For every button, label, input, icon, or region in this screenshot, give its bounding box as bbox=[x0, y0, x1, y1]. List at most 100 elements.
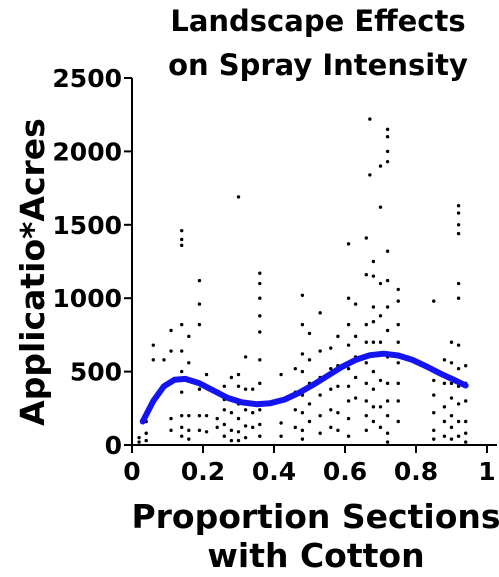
scatter-point bbox=[371, 305, 376, 309]
scatter-point bbox=[180, 413, 184, 418]
scatter-point bbox=[432, 393, 436, 397]
scatter-point bbox=[346, 434, 351, 438]
scatter-point bbox=[371, 340, 376, 344]
scatter-point bbox=[318, 311, 322, 315]
scatter-point bbox=[353, 302, 358, 306]
scatter-point bbox=[236, 430, 241, 434]
scatter-point bbox=[293, 408, 297, 412]
scatter-point bbox=[371, 419, 376, 424]
scatter-point bbox=[197, 387, 202, 391]
scatter-point bbox=[371, 387, 376, 391]
y-tick-label: 1000 bbox=[52, 284, 122, 313]
scatter-point bbox=[329, 366, 333, 371]
scatter-point bbox=[378, 164, 383, 168]
scatter-point bbox=[180, 237, 184, 242]
scatter-point bbox=[222, 434, 226, 438]
scatter-point bbox=[307, 419, 312, 424]
scatter-point bbox=[432, 428, 436, 433]
scatter-point bbox=[396, 419, 400, 424]
scatter-point bbox=[180, 243, 184, 248]
scatter-point bbox=[144, 438, 148, 443]
x-tick-label: 0 bbox=[123, 457, 140, 486]
scatter-point bbox=[243, 355, 248, 359]
scatter-point bbox=[456, 343, 461, 347]
scatter-point bbox=[279, 372, 283, 377]
scatter-point bbox=[318, 349, 322, 353]
scatter-point bbox=[243, 424, 248, 428]
scatter-point bbox=[456, 231, 461, 236]
scatter-point bbox=[229, 428, 234, 433]
scatter-point bbox=[258, 281, 262, 286]
scatter-point bbox=[464, 399, 468, 403]
scatter-point bbox=[236, 384, 241, 388]
scatter-point bbox=[329, 408, 333, 412]
scatter-point bbox=[151, 358, 155, 362]
scatter-point bbox=[456, 204, 461, 208]
scatter-point bbox=[169, 428, 173, 433]
scatter-point bbox=[442, 434, 447, 438]
scatter-point bbox=[449, 437, 454, 441]
scatter-point bbox=[346, 416, 351, 421]
scatter-point bbox=[346, 343, 351, 347]
scatter-point bbox=[180, 434, 184, 438]
scatter-point bbox=[300, 428, 305, 433]
scatter-point bbox=[449, 340, 454, 344]
scatter-point bbox=[151, 343, 155, 347]
scatter-point bbox=[251, 411, 255, 415]
scatter-point bbox=[385, 127, 390, 132]
scatter-point bbox=[396, 340, 400, 344]
scatter-point bbox=[364, 322, 368, 327]
scatter-point bbox=[456, 419, 461, 424]
scatter-point bbox=[187, 428, 191, 433]
scatter-point bbox=[378, 281, 383, 286]
scatter-point bbox=[464, 431, 468, 435]
scatter-point bbox=[396, 381, 400, 386]
scatter-point bbox=[336, 411, 340, 415]
scatter-point bbox=[385, 399, 390, 403]
scatter-point bbox=[187, 437, 191, 441]
scatter-point bbox=[300, 369, 305, 374]
scatter-point bbox=[385, 149, 390, 154]
scatter-point bbox=[364, 399, 368, 403]
scatter-point bbox=[293, 425, 297, 430]
scatter-point bbox=[378, 340, 383, 344]
scatter-point bbox=[243, 387, 248, 391]
scatter-point bbox=[144, 431, 148, 435]
scatter-point bbox=[385, 381, 390, 386]
scatter-point bbox=[318, 393, 322, 397]
scatter-point bbox=[364, 381, 368, 386]
scatter-point bbox=[197, 428, 202, 433]
x-axis-label: with Cotton bbox=[207, 536, 424, 575]
scatter-point bbox=[258, 358, 262, 362]
scatter-point bbox=[346, 366, 351, 371]
scatter-point bbox=[385, 440, 390, 444]
scatter-point bbox=[180, 369, 184, 374]
scatter-point bbox=[293, 366, 297, 371]
x-tick-label: 0.6 bbox=[323, 457, 367, 486]
scatter-point bbox=[258, 422, 262, 427]
scatter-point bbox=[364, 340, 368, 344]
scatter-point bbox=[204, 430, 209, 434]
scatter-point bbox=[353, 334, 358, 339]
scatter-point bbox=[307, 402, 312, 406]
scatter-point bbox=[456, 296, 461, 300]
scatter-point bbox=[371, 259, 376, 264]
scatter-point bbox=[222, 408, 226, 412]
scatter-point bbox=[197, 413, 202, 418]
scatter-point bbox=[364, 236, 368, 240]
scatter-point bbox=[180, 390, 184, 394]
scatter-point bbox=[300, 437, 305, 441]
scatter-point bbox=[346, 322, 351, 327]
scatter-point bbox=[197, 302, 202, 306]
scatter-point bbox=[243, 435, 248, 440]
scatter-point bbox=[442, 405, 447, 409]
scatter-point bbox=[385, 413, 390, 418]
scatter-point bbox=[396, 361, 400, 365]
scatter-point bbox=[353, 375, 358, 380]
scatter-point bbox=[364, 361, 368, 365]
scatter-point bbox=[371, 369, 376, 374]
scatter-point bbox=[346, 296, 351, 300]
scatter-point bbox=[456, 211, 461, 215]
scatter-point bbox=[368, 173, 372, 177]
scatter-point bbox=[258, 296, 262, 300]
